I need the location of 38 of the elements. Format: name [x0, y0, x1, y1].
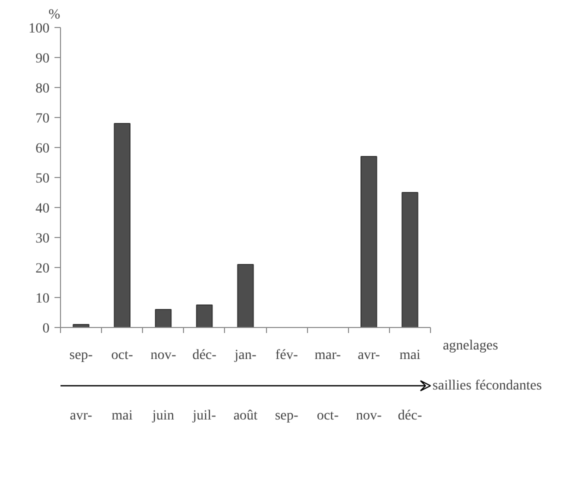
y-tick-label: 70 — [36, 112, 50, 126]
text: mai — [112, 408, 133, 424]
y-tick-label: 40 — [36, 202, 50, 216]
x-tick-label: jan- — [234, 348, 257, 363]
x-tick-label: avr- — [358, 348, 380, 363]
x-tick-label: sep- — [69, 348, 94, 363]
x-axis-title: agnelages — [442, 338, 498, 354]
text: sep- — [274, 408, 299, 424]
x-tick-label: déc- — [192, 348, 217, 363]
bar — [402, 192, 418, 328]
text: nov- — [356, 408, 382, 424]
text: juin — [151, 408, 174, 424]
y-tick-label: 50 — [36, 172, 50, 186]
y-tick-label: 30 — [36, 232, 50, 246]
y-tick-label: 100 — [28, 22, 50, 36]
y-tick-label: 0 — [42, 322, 50, 336]
x-tick-label: mar- — [314, 348, 342, 363]
x-tick-label: fév- — [275, 348, 298, 363]
text: juil- — [192, 408, 216, 424]
text: saillies fécondantes — [432, 378, 542, 394]
text: déc- — [398, 408, 422, 424]
bar — [196, 304, 213, 328]
bar — [154, 309, 172, 328]
y-tick-label: 10 — [36, 292, 50, 306]
text: avr- — [70, 408, 93, 424]
x-tick-label: nov- — [150, 348, 176, 363]
text: oct- — [316, 408, 339, 424]
y-axis-title: % — [48, 8, 60, 22]
x-tick-label: mai — [399, 348, 421, 363]
y-tick-label: 20 — [36, 262, 50, 276]
bar — [237, 264, 254, 328]
x-tick-label: oct- — [111, 348, 134, 363]
y-tick-label: 90 — [36, 52, 50, 66]
y-tick-label: 80 — [36, 82, 50, 96]
bar — [360, 156, 378, 328]
bar — [114, 123, 130, 328]
text: août — [233, 408, 258, 424]
y-tick-label: 60 — [36, 142, 50, 156]
